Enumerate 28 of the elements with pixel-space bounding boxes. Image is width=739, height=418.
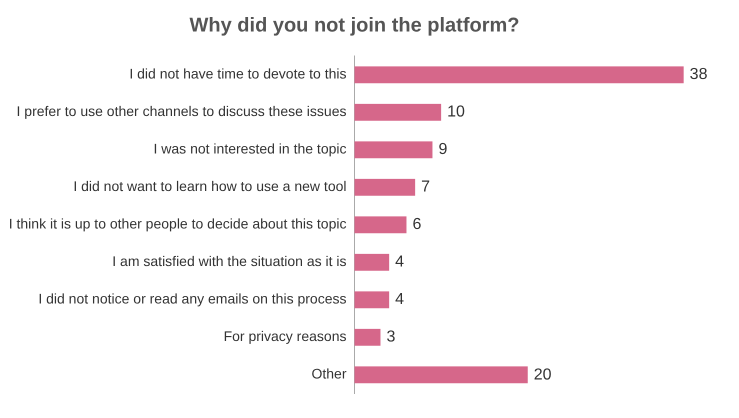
chart-title: Why did you not join the platform? <box>190 14 520 37</box>
data-label: 20 <box>534 366 552 384</box>
data-label: 4 <box>395 254 404 271</box>
y-tick-label: I did not have time to devote to this <box>129 66 346 82</box>
bar <box>354 254 390 271</box>
data-label: 3 <box>386 328 396 346</box>
bar <box>354 104 442 121</box>
data-label: 4 <box>395 291 404 308</box>
bar <box>354 141 432 158</box>
y-tick-label: I prefer to use other channels to discuss these issues <box>16 103 346 120</box>
y-tick-label: I think it is up to other people to decide about this topic <box>8 216 346 232</box>
bar <box>354 216 406 234</box>
data-label: 9 <box>438 141 448 158</box>
bar <box>354 178 416 196</box>
y-tick-label: For privacy reasons <box>224 328 346 344</box>
y-tick-label: I was not interested in the topic <box>154 140 346 157</box>
y-tick-label: I did not notice or read any emails on this process <box>38 290 346 307</box>
y-tick-label: Other <box>311 366 347 382</box>
data-label: 38 <box>690 66 708 84</box>
y-tick-label: I am satisfied with the situation as it is <box>112 253 346 270</box>
data-label: 7 <box>421 178 430 196</box>
data-label: 6 <box>412 216 422 234</box>
bar <box>354 328 380 346</box>
y-tick-label: I did not want to learn how to use a new tool <box>73 178 346 194</box>
bar <box>354 366 528 384</box>
data-label: 10 <box>447 104 466 121</box>
bar <box>354 291 390 308</box>
bar <box>354 66 684 84</box>
